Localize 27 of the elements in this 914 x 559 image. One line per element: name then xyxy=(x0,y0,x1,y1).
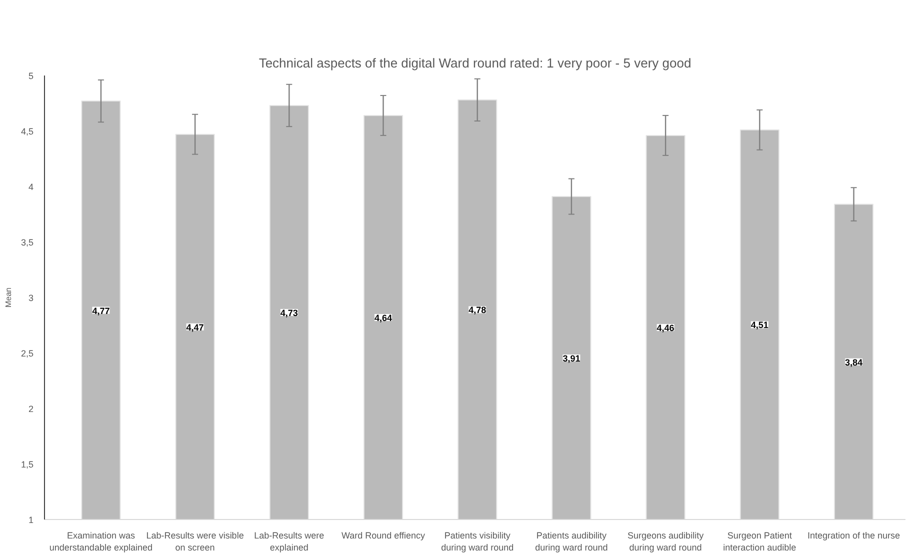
data-label: 4,64 xyxy=(374,312,392,323)
x-tick-label: Lab-Results were explained xyxy=(254,530,324,552)
y-axis-title: Mean xyxy=(4,287,13,308)
y-tick-label: 4,5 xyxy=(20,126,34,136)
y-tick-label: 3 xyxy=(28,293,34,303)
y-tick-label: 1 xyxy=(28,515,34,525)
x-tick-label: Integration of the nurse xyxy=(807,530,900,540)
y-tick-label: 2 xyxy=(28,404,34,414)
y-tick-label: 2,5 xyxy=(20,348,34,358)
data-label: 4,73 xyxy=(280,308,298,318)
y-tick-label: 4 xyxy=(28,182,34,192)
y-tick-label: 5 xyxy=(28,71,34,81)
data-label: 4,77 xyxy=(92,306,110,316)
x-tick-label: Surgeon Patient interaction audible xyxy=(723,530,796,552)
x-tick-label: Surgeons audibility during ward round xyxy=(628,530,704,552)
data-label: 4,78 xyxy=(468,305,486,316)
y-tick-label: 1,5 xyxy=(20,460,34,470)
data-label: 4,51 xyxy=(750,320,768,330)
x-tick-label: Patients visibility during ward round xyxy=(441,530,514,552)
data-label: 3,91 xyxy=(562,353,580,364)
x-tick-label: Patients audibility during ward round xyxy=(535,530,608,552)
y-tick-label: 3,5 xyxy=(20,238,34,248)
data-label: 4,46 xyxy=(656,322,674,333)
data-label: 3,84 xyxy=(844,357,863,368)
data-label: 4,47 xyxy=(186,322,204,332)
x-tick-label: Ward Round effiency xyxy=(341,530,426,540)
chart-title: Technical aspects of the digital Ward round rated: 1 very poor - 5 very good xyxy=(258,56,692,70)
